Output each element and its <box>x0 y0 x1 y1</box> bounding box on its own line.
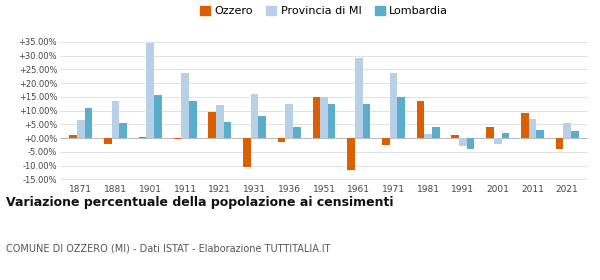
Bar <box>70 135 77 138</box>
Bar <box>397 97 405 138</box>
Bar <box>347 138 355 170</box>
Bar <box>467 138 475 149</box>
Bar <box>536 130 544 138</box>
Bar <box>154 95 162 138</box>
Bar <box>313 97 320 138</box>
Bar <box>556 138 563 149</box>
Legend: Ozzero, Provincia di MI, Lombardia: Ozzero, Provincia di MI, Lombardia <box>196 1 452 20</box>
Bar <box>293 127 301 138</box>
Bar <box>571 131 578 138</box>
Bar <box>451 135 459 138</box>
Bar <box>382 138 389 145</box>
Bar <box>355 58 362 138</box>
Bar <box>77 120 85 138</box>
Bar <box>521 113 529 138</box>
Bar <box>502 132 509 138</box>
Bar <box>119 123 127 138</box>
Bar <box>189 101 197 138</box>
Bar <box>432 127 440 138</box>
Bar <box>459 138 467 146</box>
Bar <box>286 104 293 138</box>
Bar <box>362 104 370 138</box>
Bar <box>216 105 224 138</box>
Text: COMUNE DI OZZERO (MI) - Dati ISTAT - Elaborazione TUTTITALIA.IT: COMUNE DI OZZERO (MI) - Dati ISTAT - Ela… <box>6 244 331 254</box>
Bar <box>112 101 119 138</box>
Bar <box>85 108 92 138</box>
Bar <box>208 112 216 138</box>
Bar <box>251 94 259 138</box>
Bar <box>529 119 536 138</box>
Bar <box>278 138 286 142</box>
Bar <box>389 73 397 138</box>
Bar <box>424 134 432 138</box>
Bar <box>486 127 494 138</box>
Bar <box>417 101 424 138</box>
Bar <box>139 137 146 138</box>
Bar <box>243 138 251 167</box>
Bar <box>320 97 328 138</box>
Bar <box>224 122 231 138</box>
Bar <box>104 138 112 144</box>
Bar <box>494 138 502 144</box>
Bar <box>181 73 189 138</box>
Text: Variazione percentuale della popolazione ai censimenti: Variazione percentuale della popolazione… <box>6 196 394 209</box>
Bar <box>259 116 266 138</box>
Bar <box>328 104 335 138</box>
Bar <box>146 43 154 138</box>
Bar <box>563 123 571 138</box>
Bar <box>173 138 181 139</box>
